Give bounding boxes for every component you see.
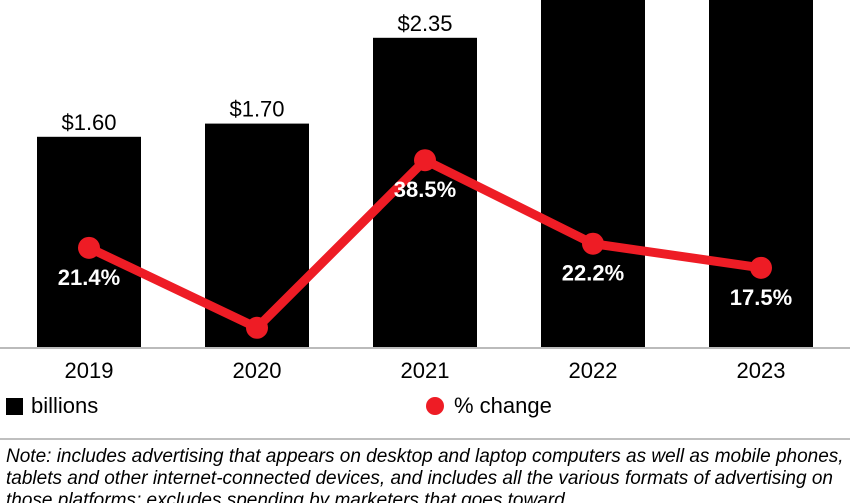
x-tick-2022: 2022 [569, 358, 618, 383]
change-label-2019: 21.4% [58, 265, 120, 290]
bar-label-2019: $1.60 [61, 110, 116, 135]
chart: $1.60 $1.70 $2.35 21.4% 5.8% 38.5% 22.2% 17.5% 2… [0, 0, 850, 383]
change-point-2023 [750, 256, 772, 279]
bar-2023 [709, 0, 813, 348]
x-tick-2019: 2019 [65, 358, 114, 383]
x-tick-2023: 2023 [737, 358, 786, 383]
change-point-2019 [78, 236, 100, 259]
note-text: Note: includes advertising that appears … [6, 446, 844, 503]
change-swatch [426, 397, 444, 415]
change-label-2022: 22.2% [562, 261, 624, 286]
divider [0, 438, 850, 440]
change-label-2020: 5.8% [232, 345, 282, 370]
change-line-layer [78, 149, 772, 339]
change-point-2022 [582, 232, 604, 255]
bar-2022 [541, 0, 645, 348]
legend-billions: billions [6, 391, 98, 421]
bars-layer [37, 0, 813, 349]
legend-billions-label: billions [31, 393, 99, 418]
change-point-2021 [414, 149, 436, 172]
bar-label-2021: $2.35 [397, 11, 452, 36]
change-point-2020 [246, 316, 268, 339]
x-tick-2020: 2020 [233, 358, 282, 383]
legend-change: % change [426, 391, 552, 421]
x-tick-2021: 2021 [401, 358, 450, 383]
bar-label-2020: $1.70 [229, 97, 284, 122]
billions-swatch [6, 397, 23, 415]
labels-layer: $1.60 $1.70 $2.35 21.4% 5.8% 38.5% 22.2% 17.5% 2… [58, 11, 792, 383]
change-label-2023: 17.5% [730, 285, 792, 310]
legend-change-label: % change [454, 393, 552, 418]
change-label-2021: 38.5% [394, 177, 456, 202]
